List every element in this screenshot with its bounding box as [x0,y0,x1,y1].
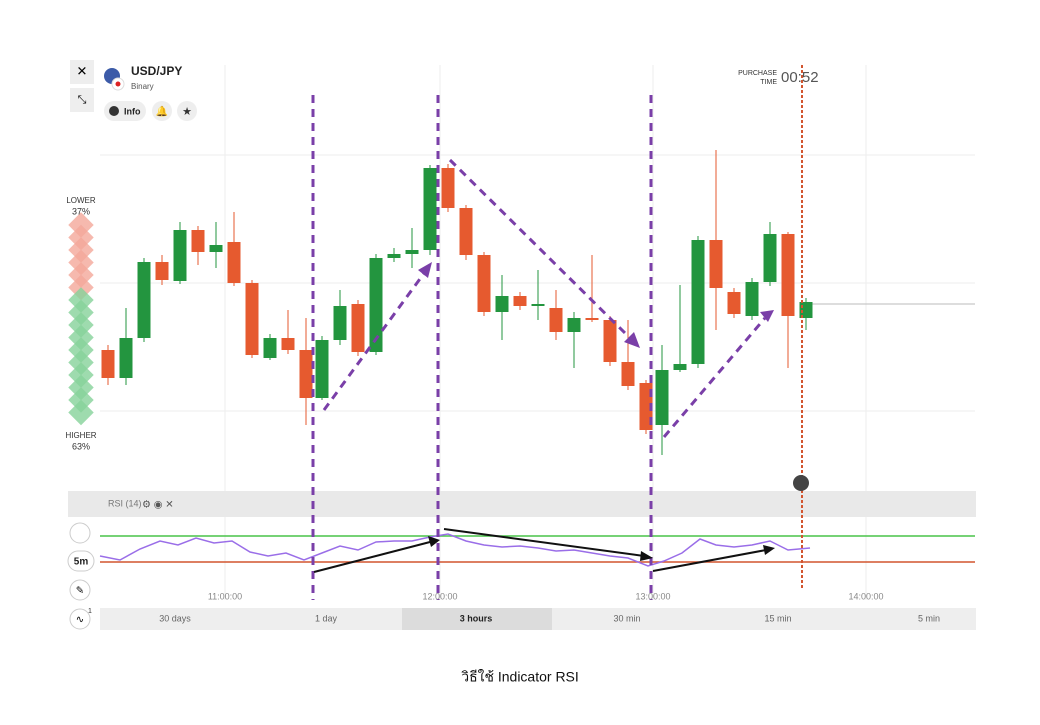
period[interactable]: 30 min [613,613,640,623]
info-button[interactable] [104,101,146,121]
lower-label: LOWER [66,196,96,205]
candle-body [281,338,295,350]
candles [101,150,813,455]
purchase-label: PURCHASE [738,70,777,77]
timer-icon [793,475,809,491]
bell-icon: 🔔 [156,106,168,118]
candle-body [621,362,635,386]
candle-body [387,254,401,258]
indicator-icon: ∿ [76,615,84,626]
candle-body [263,338,277,358]
candle-body [351,304,365,352]
alert-button[interactable] [152,101,172,121]
collapse-icon: ⤡ [78,94,87,106]
candle-body [691,240,705,364]
info-label: Info [124,106,141,116]
higher-pct: 63% [72,441,90,451]
candle-body [137,262,151,338]
candle-body [315,340,329,398]
candle-body [191,230,205,252]
candle-body [423,168,437,250]
guide-arrowheads [418,262,774,348]
candle-body [549,308,563,332]
time-label: 12:00:00 [422,591,457,601]
candle-body [459,208,473,255]
candle-body [585,318,599,320]
star-icon: ★ [182,106,192,118]
rsi-settings[interactable]: ⚙ ◉ ✕ [142,500,174,511]
chart-type-button[interactable] [69,522,91,544]
rsi-header [68,491,976,517]
candle-body [655,370,669,425]
candle-body [369,258,383,352]
period[interactable]: 30 days [159,613,191,623]
sentiment-tile [68,399,94,426]
candle-body [227,242,241,283]
candle-body [727,292,741,314]
periods: 30 days 1 day 3 hours 30 min 15 min 5 min [159,613,940,623]
rsi-name: RSI (14) [108,498,142,508]
candle-body [119,338,133,378]
candle-body [173,230,187,281]
candle-body [639,383,653,430]
period[interactable]: 3 hours [460,613,493,623]
guides [311,95,767,600]
candle-body [567,318,581,332]
symbol[interactable]: USD/JPY [131,64,182,78]
rsi-line [99,533,811,567]
indicator-button[interactable] [69,608,91,630]
period[interactable]: 5 min [918,613,940,623]
timeframe-button[interactable] [67,550,95,572]
info-icon [109,106,119,116]
period-selected [402,608,552,630]
candle-body [673,364,687,370]
flag-jp-dot [115,81,121,87]
mode: Binary [131,82,154,91]
candle-body [101,350,115,378]
candle-body [781,234,795,316]
candle-body [209,245,223,252]
candle-body [477,255,491,312]
candle-body [441,168,455,208]
lower-pct: 37% [72,206,90,216]
candle-body [709,240,723,288]
draw-icon: ✎ [76,586,84,597]
purchase-time: 00:52 [781,69,819,86]
candle-body [495,296,509,312]
candle-body [405,250,419,254]
period[interactable]: 15 min [764,613,791,623]
caption: วิธีใช้ Indicator RSI [461,669,579,685]
draw-button[interactable] [69,579,91,601]
candle-body [745,282,759,316]
collapse-button[interactable] [70,88,94,112]
candle-body [763,234,777,282]
candle-body [155,262,169,280]
time-label: 14:00:00 [848,591,883,601]
close-button[interactable] [70,60,94,84]
time-label: 13:00:00 [635,591,670,601]
candle-body [333,306,347,340]
candle-body [603,320,617,362]
candle-body [513,296,527,306]
time-labels: 11:00:00 12:00:00 13:00:00 14:00:00 [208,591,884,601]
chart-panel [68,60,978,635]
candle-body [531,304,545,306]
period[interactable]: 1 day [315,613,338,623]
favorite-button[interactable] [177,101,197,121]
rsi-arrows [313,528,767,573]
close-icon: ✕ [77,63,88,78]
time-label: 11:00:00 [208,591,242,601]
timeframe: 5m [74,557,89,568]
indicator-badge: 1 [88,608,92,615]
purchase-label: TIME [760,79,777,86]
rsi-arrowheads [428,536,775,561]
candle-body [245,283,259,355]
candle-body [299,350,313,398]
higher-label: HIGHER [65,431,96,440]
